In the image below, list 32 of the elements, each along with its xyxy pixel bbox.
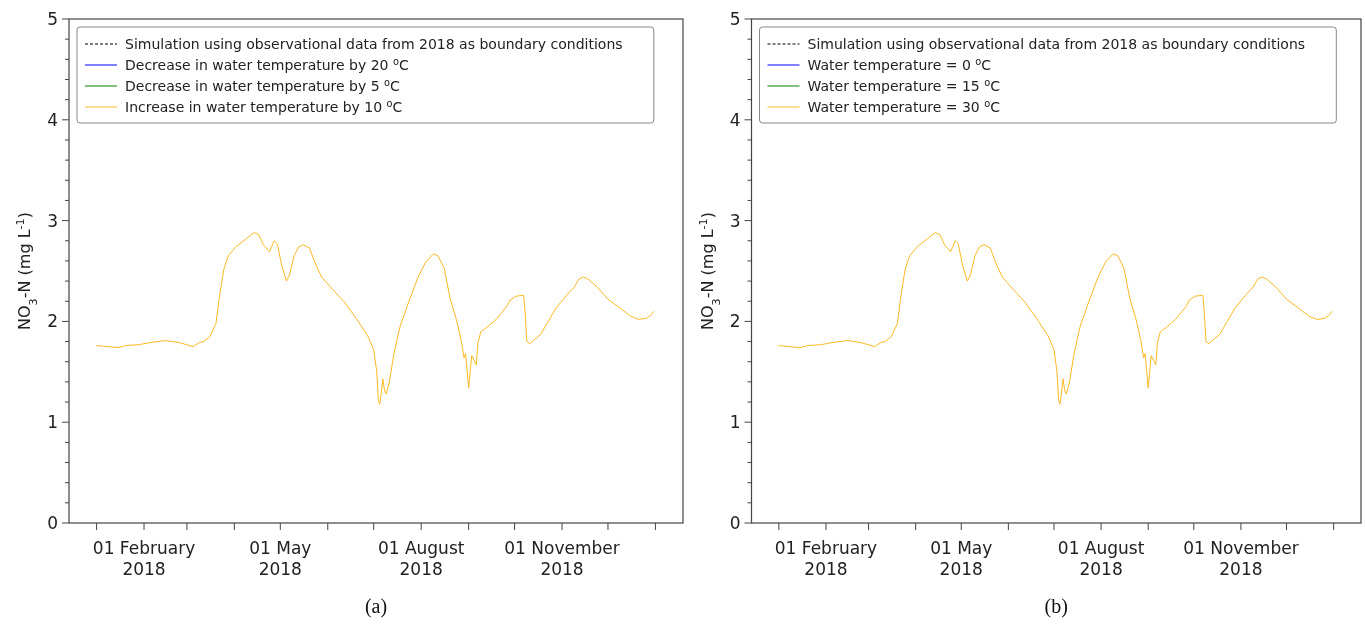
y-tick-label: 1 — [47, 412, 58, 433]
y-tick-label: 2 — [729, 311, 741, 332]
x-tick-label: 01 February 2018 — [92, 538, 196, 579]
y-tick-label: 5 — [729, 9, 741, 29]
legend-label: Decrease in water temperature by 5 $^{o}$C — [125, 76, 401, 94]
y-tick-label: 0 — [47, 513, 58, 533]
x-tick-label: 01 November 2018 — [1183, 538, 1299, 579]
line-series — [96, 232, 655, 405]
text: (a) — [364, 595, 388, 618]
y-tick-label: 4 — [47, 109, 58, 130]
legend-label: Increase in water temperature by 10 $^{o}$C — [125, 97, 403, 115]
legend-label: Water temperature = 30 $^{o}$C — [807, 97, 1001, 115]
y-tick-label: 2 — [47, 311, 58, 332]
legend-label: Water temperature = 15 $^{o}$C — [807, 76, 1001, 94]
y-tick-label: 3 — [729, 210, 741, 231]
legend-label: Simulation using observational data from 2018 as boundary conditions — [125, 36, 623, 52]
y-tick-label: 1 — [729, 412, 741, 433]
line-series — [778, 232, 1333, 405]
x-tick-label: 01 August 2018 — [1057, 538, 1145, 579]
x-tick-label: 01 May 2018 — [930, 538, 993, 579]
x-tick-label: 01 May 2018 — [249, 538, 312, 579]
x-tick-label: 01 February 2018 — [774, 538, 878, 579]
x-tick-label: 01 November 2018 — [504, 538, 620, 579]
y-tick-label: 4 — [729, 109, 741, 130]
legend-label: Simulation using observational data from 2018 as boundary conditions — [807, 36, 1306, 52]
legend-label: Water temperature = 0 $^{o}$C — [807, 55, 992, 73]
y-tick-label: 5 — [47, 9, 58, 29]
y-tick-label: 0 — [729, 513, 741, 533]
legend-label: Decrease in water temperature by 20 $^{o}$C — [125, 55, 409, 73]
y-tick-label: 3 — [47, 210, 58, 231]
text: (b) — [1044, 595, 1068, 618]
x-tick-label: 01 August 2018 — [377, 538, 465, 579]
